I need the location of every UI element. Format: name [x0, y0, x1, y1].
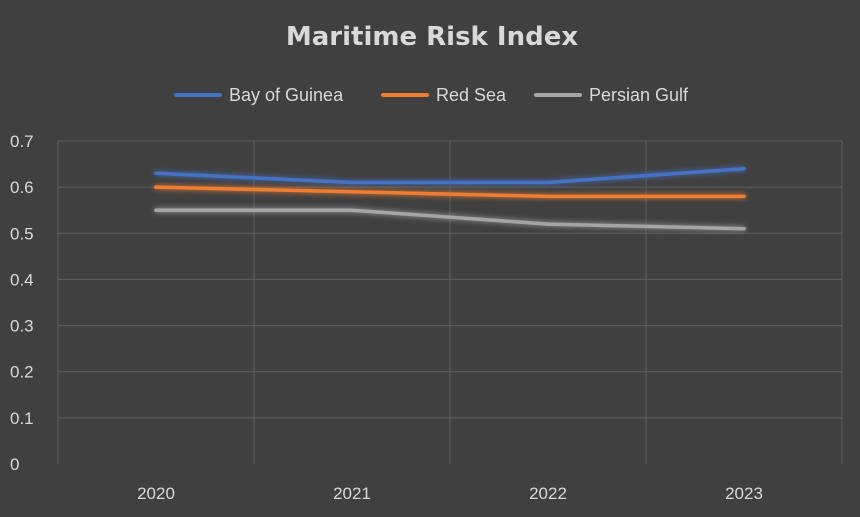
data-point	[546, 222, 550, 226]
data-point	[350, 180, 354, 185]
y-tick-label: 0.1	[10, 409, 34, 428]
axis-labels: 0 0.1 0.2 0.3 0.4 0.5 0.6 0.7 2020 2021 2022 2023	[10, 132, 763, 503]
data-point	[154, 185, 158, 189]
y-tick-label: 0	[10, 455, 19, 474]
data-point	[154, 208, 158, 213]
x-tick-label: 2021	[333, 484, 371, 503]
y-tick-label: 0.7	[10, 132, 34, 151]
y-tick-label: 0.5	[10, 224, 34, 243]
grid	[57, 140, 843, 464]
x-tick-label: 2022	[529, 484, 567, 503]
y-tick-label: 0.4	[10, 270, 34, 289]
data-point	[350, 189, 354, 194]
y-tick-label: 0.6	[10, 178, 34, 197]
legend: Bay of Guinea Red Sea Persian Gulf	[174, 85, 689, 105]
series-line-bay-of-guinea	[154, 166, 746, 185]
data-point	[742, 194, 746, 199]
legend-label: Red Sea	[436, 85, 507, 105]
legend-label: Persian Gulf	[589, 85, 689, 105]
data-point	[742, 226, 746, 231]
series-line-persian-gulf	[154, 208, 746, 231]
chart-title: Maritime Risk Index	[286, 22, 578, 52]
legend-label: Bay of Guinea	[229, 85, 344, 105]
series-lines	[154, 166, 746, 231]
data-point	[742, 166, 746, 171]
data-point	[546, 180, 550, 185]
y-tick-label: 0.2	[10, 363, 34, 382]
series-line-red-sea	[154, 185, 746, 199]
x-tick-label: 2020	[137, 484, 175, 503]
data-point	[154, 171, 158, 176]
data-point	[350, 208, 354, 213]
y-tick-label: 0.3	[10, 317, 34, 336]
data-point	[546, 194, 550, 199]
x-tick-label: 2023	[725, 484, 763, 503]
